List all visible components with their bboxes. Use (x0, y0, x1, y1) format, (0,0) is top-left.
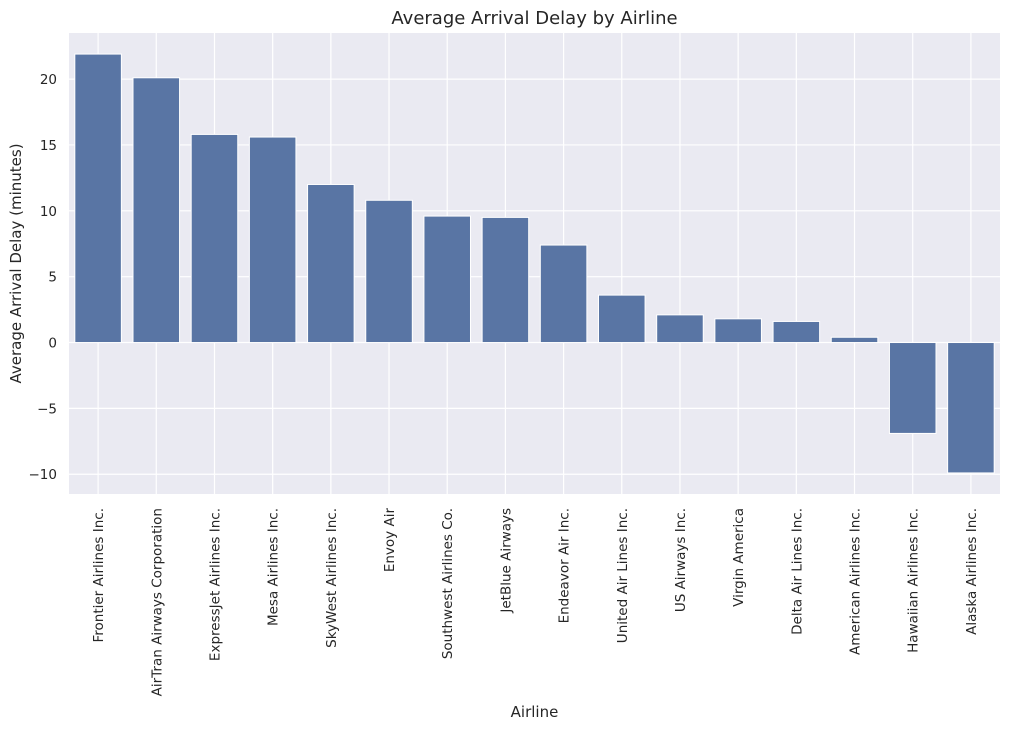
x-tick-label: JetBlue Airways (498, 508, 514, 614)
y-tick-label: −10 (29, 467, 58, 483)
x-tick-label: Southwest Airlines Co. (440, 508, 456, 659)
x-tick-label: Hawaiian Airlines Inc. (906, 508, 922, 653)
x-tick-label: AirTran Airways Corporation (149, 508, 165, 696)
y-tick-label: 5 (48, 270, 57, 286)
x-tick-label: United Air Lines Inc. (615, 508, 631, 643)
x-tick-label: Frontier Airlines Inc. (91, 508, 107, 643)
bar (132, 77, 181, 344)
bar (307, 183, 355, 344)
bar (947, 342, 995, 474)
x-tick-label: Endeavor Air Inc. (557, 508, 573, 623)
bar (598, 294, 646, 344)
bar (772, 320, 821, 344)
x-tick-label: SkyWest Airlines Inc. (324, 508, 340, 648)
x-axis-ticks: Frontier Airlines Inc. AirTran Airways Co… (91, 508, 980, 697)
y-tick-label: 20 (40, 72, 57, 88)
y-axis-ticks: −10 −5 0 5 10 15 20 (29, 72, 58, 483)
x-tick-label: American Airlines Inc. (848, 508, 864, 655)
bar (888, 342, 937, 434)
x-tick-label: Delta Air Lines Inc. (789, 508, 805, 635)
y-axis-label: Average Arrival Delay (minutes) (7, 143, 25, 383)
bar (656, 314, 704, 344)
y-tick-label: −5 (37, 401, 57, 417)
x-tick-label: US Airways Inc. (673, 508, 689, 612)
y-tick-label: 15 (40, 138, 57, 154)
bar (830, 336, 879, 344)
bar (248, 136, 297, 344)
y-tick-label: 10 (40, 204, 57, 220)
x-tick-label: ExpressJet Airlines Inc. (207, 508, 223, 661)
chart-title: Average Arrival Delay by Airline (391, 8, 677, 29)
bar (423, 215, 471, 344)
x-axis-label: Airline (511, 703, 559, 721)
bars (74, 53, 995, 474)
bar (365, 199, 413, 344)
bar (481, 216, 530, 344)
bar (539, 244, 588, 344)
bar (714, 318, 762, 344)
bar (190, 133, 239, 344)
x-tick-label: Alaska Airlines Inc. (964, 508, 980, 635)
x-tick-label: Envoy Air (382, 508, 398, 573)
x-tick-label: Virgin America (731, 508, 747, 607)
bar (74, 53, 122, 344)
y-tick-label: 0 (48, 336, 57, 352)
x-tick-label: Mesa Airlines Inc. (266, 508, 282, 626)
